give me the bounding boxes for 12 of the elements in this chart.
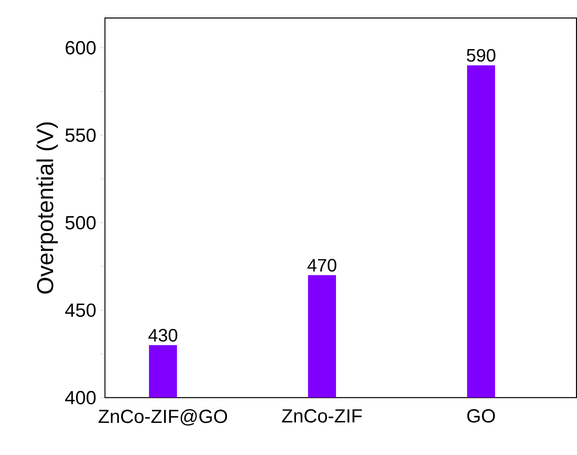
data-label: 590: [466, 49, 496, 62]
y-tick-label: 450: [65, 304, 96, 318]
y-axis-title: Overpotential (V): [36, 122, 58, 294]
y-tick-label: 500: [65, 216, 96, 230]
y-tick-label: 400: [65, 391, 96, 405]
y-tick-label: 550: [65, 128, 96, 142]
data-label: 470: [307, 259, 336, 272]
x-tick-label: GO: [467, 409, 495, 423]
x-tick-label: ZnCo-ZIF@GO: [98, 409, 228, 426]
data-label: 430: [148, 329, 178, 342]
y-tick-label: 600: [66, 41, 96, 55]
x-tick-label: ZnCo-ZIF: [282, 409, 362, 423]
